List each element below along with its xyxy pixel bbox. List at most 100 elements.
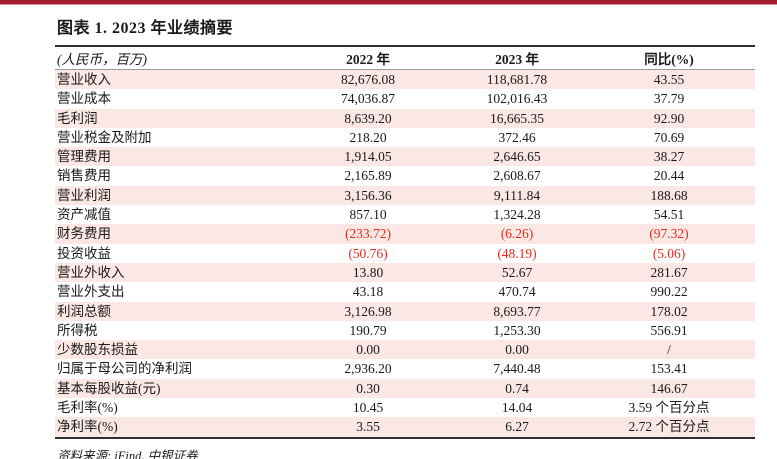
value-yoy: 20.44 [653,168,685,184]
value-yoy: (5.06) [652,245,686,261]
value-yoy: / [667,342,671,358]
row-label: 少数股东损益 [57,342,138,358]
value-2023: 0.00 [505,342,529,358]
row-label: 销售费用 [57,168,111,184]
value-2022: 82,676.08 [341,72,395,87]
value-2022: 2,165.89 [344,168,392,184]
value-yoy: 153.41 [650,361,688,377]
table-row: 少数股东损益 0.00 0.00 / [55,340,755,360]
value-yoy: 43.55 [653,72,685,87]
value-2022: 190.79 [349,322,387,338]
report-page: 图表 1. 2023 年业绩摘要 (人民币，百万) 2022 年 2023 年 … [55,12,755,459]
table-row: 营业外收入 13.80 52.67 281.67 [55,262,755,283]
value-2023: 2,646.65 [493,149,541,165]
row-label: 营业外收入 [57,264,125,280]
value-2023: 8,693.77 [493,303,541,319]
value-yoy: 54.51 [653,207,685,223]
value-2022: 857.10 [349,207,387,223]
table-row: 净利率(%) 3.55 6.27 2.72 个百分点 [55,417,755,437]
value-2022: (233.72) [344,226,392,242]
table-row: 利润总额 3,126.98 8,693.77 178.02 [55,301,755,321]
value-2022: 13.80 [352,264,384,280]
col-header-2023: 2023 年 [495,52,539,67]
table-row: 营业税金及附加 218.20 372.46 70.69 [55,128,755,147]
value-yoy: 92.90 [653,110,685,126]
value-2023: 470.74 [498,284,536,300]
value-2022: 218.20 [349,129,387,145]
table-header: (人民币，百万) 2022 年 2023 年 同比(%) [55,47,755,70]
col-header-2022: 2022 年 [346,52,390,67]
value-yoy: (97.32) [649,226,689,242]
table-body: 营业收入 82,676.08 118,681.78 43.55 营业成本 74,… [55,70,755,439]
value-2023: 6.27 [505,419,529,435]
table-row: 所得税 190.79 1,253.30 556.91 [55,321,755,340]
value-2022: 8,639.20 [344,110,392,126]
row-label: 营业外支出 [57,284,125,300]
value-2023: 14.04 [501,400,533,416]
value-2022: (50.76) [348,245,388,261]
table-footer: 资料来源: iFind, 中银证券 注: 历史数据采用未重述口径 [55,445,755,459]
source-note: 资料来源: iFind, 中银证券 [57,448,198,459]
value-yoy: 37.79 [653,91,685,107]
row-label: 毛利润 [57,110,98,126]
value-2023: 52.67 [501,264,533,280]
row-label: 投资收益 [57,245,111,261]
table-row: 毛利率(%) 10.45 14.04 3.59 个百分点 [55,398,755,417]
value-yoy: 281.67 [650,264,688,280]
value-2022: 0.30 [356,380,380,396]
value-2022: 3.55 [356,419,380,435]
value-2023: 1,253.30 [493,322,541,338]
value-2023: 0.74 [505,380,529,396]
value-2022: 2,936.20 [344,361,392,377]
figure-title: 图表 1. 2023 年业绩摘要 [55,12,755,47]
table-row: 营业利润 3,156.36 9,111.84 188.68 [55,185,755,206]
table-row: 管理费用 1,914.05 2,646.65 38.27 [55,147,755,167]
value-2023: 118,681.78 [486,72,548,87]
row-label: 基本每股收益(元) [57,380,161,396]
table-row: 营业外支出 43.18 470.74 990.22 [55,282,755,301]
value-2022: 74,036.87 [341,91,395,107]
value-2022: 10.45 [352,400,384,416]
value-yoy: 38.27 [653,149,685,165]
table-row: 毛利润 8,639.20 16,665.35 92.90 [55,108,755,128]
row-label: 营业成本 [57,91,111,107]
value-2022: 1,914.05 [344,149,392,165]
value-2023: 1,324.28 [493,207,541,223]
row-label: 利润总额 [57,303,111,319]
table-row: 基本每股收益(元) 0.30 0.74 146.67 [55,378,755,399]
table-row: 投资收益 (50.76) (48.19) (5.06) [55,244,755,263]
col-header-unit: (人民币，百万) [57,52,147,67]
row-label: 营业收入 [57,72,111,87]
value-2023: 16,665.35 [490,110,544,126]
row-label: 营业税金及附加 [57,129,152,145]
value-2023: (6.26) [500,226,534,242]
row-label: 净利率(%) [57,419,118,435]
top-accent-bar [0,0,777,5]
value-2022: 3,156.36 [344,187,392,203]
value-2023: (48.19) [497,245,537,261]
table-row: 归属于母公司的净利润 2,936.20 7,440.48 153.41 [55,359,755,378]
value-2022: 3,126.98 [344,303,392,319]
value-yoy: 556.91 [650,322,688,338]
row-label: 所得税 [57,322,98,338]
value-yoy: 188.68 [650,187,688,203]
value-yoy: 178.02 [650,303,688,319]
value-yoy: 990.22 [650,284,688,300]
value-yoy: 3.59 个百分点 [628,400,710,416]
row-label: 管理费用 [57,149,111,165]
row-label: 归属于母公司的净利润 [57,361,192,377]
value-2023: 9,111.84 [493,187,541,203]
table-row: 资产减值 857.10 1,324.28 54.51 [55,205,755,224]
col-header-yoy: 同比(%) [644,52,694,67]
row-label: 财务费用 [57,226,111,242]
value-2023: 372.46 [498,129,536,145]
row-label: 营业利润 [57,187,111,203]
table-row: 销售费用 2,165.89 2,608.67 20.44 [55,166,755,185]
table-row: 营业成本 74,036.87 102,016.43 37.79 [55,89,755,108]
value-2023: 7,440.48 [493,361,541,377]
row-label: 资产减值 [57,207,111,223]
value-2023: 102,016.43 [486,91,548,107]
row-label: 毛利率(%) [57,400,118,416]
value-yoy: 146.67 [650,380,688,396]
table-row: 财务费用 (233.72) (6.26) (97.32) [55,224,755,244]
